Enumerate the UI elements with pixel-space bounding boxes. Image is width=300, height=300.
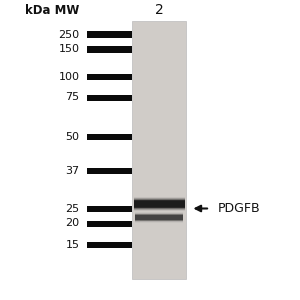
Bar bbox=[135, 213, 183, 222]
Bar bbox=[87, 134, 132, 140]
Bar bbox=[134, 199, 184, 209]
Bar bbox=[87, 32, 132, 38]
Bar bbox=[87, 46, 132, 52]
Text: kDa MW: kDa MW bbox=[25, 4, 80, 17]
Bar bbox=[134, 201, 184, 207]
Bar bbox=[87, 168, 132, 174]
Bar bbox=[134, 200, 184, 208]
Bar bbox=[135, 215, 183, 220]
Bar bbox=[87, 94, 132, 100]
Bar bbox=[87, 74, 132, 80]
Bar bbox=[134, 197, 184, 211]
Text: 100: 100 bbox=[58, 71, 80, 82]
Text: 75: 75 bbox=[65, 92, 80, 103]
Text: 50: 50 bbox=[65, 131, 80, 142]
Text: 15: 15 bbox=[65, 239, 80, 250]
Bar bbox=[87, 206, 132, 212]
Bar bbox=[87, 242, 132, 248]
Bar bbox=[134, 198, 184, 210]
Text: 250: 250 bbox=[58, 29, 80, 40]
Bar bbox=[135, 214, 183, 221]
Text: 25: 25 bbox=[65, 203, 80, 214]
Bar bbox=[135, 214, 183, 221]
Text: 150: 150 bbox=[58, 44, 80, 55]
Text: 20: 20 bbox=[65, 218, 80, 229]
Bar bbox=[135, 215, 183, 220]
Bar bbox=[132, 21, 186, 279]
Text: PDGFB: PDGFB bbox=[218, 202, 260, 215]
Text: 37: 37 bbox=[65, 166, 80, 176]
Bar bbox=[135, 212, 183, 223]
Bar bbox=[134, 200, 184, 208]
Bar bbox=[87, 220, 132, 226]
Text: 2: 2 bbox=[154, 4, 164, 17]
